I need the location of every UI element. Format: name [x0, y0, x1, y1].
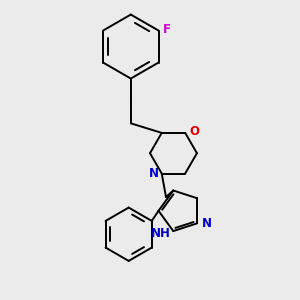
- Text: F: F: [163, 23, 171, 36]
- Text: O: O: [190, 125, 200, 138]
- Text: NH: NH: [151, 227, 171, 240]
- Text: N: N: [148, 167, 158, 180]
- Text: N: N: [201, 217, 212, 230]
